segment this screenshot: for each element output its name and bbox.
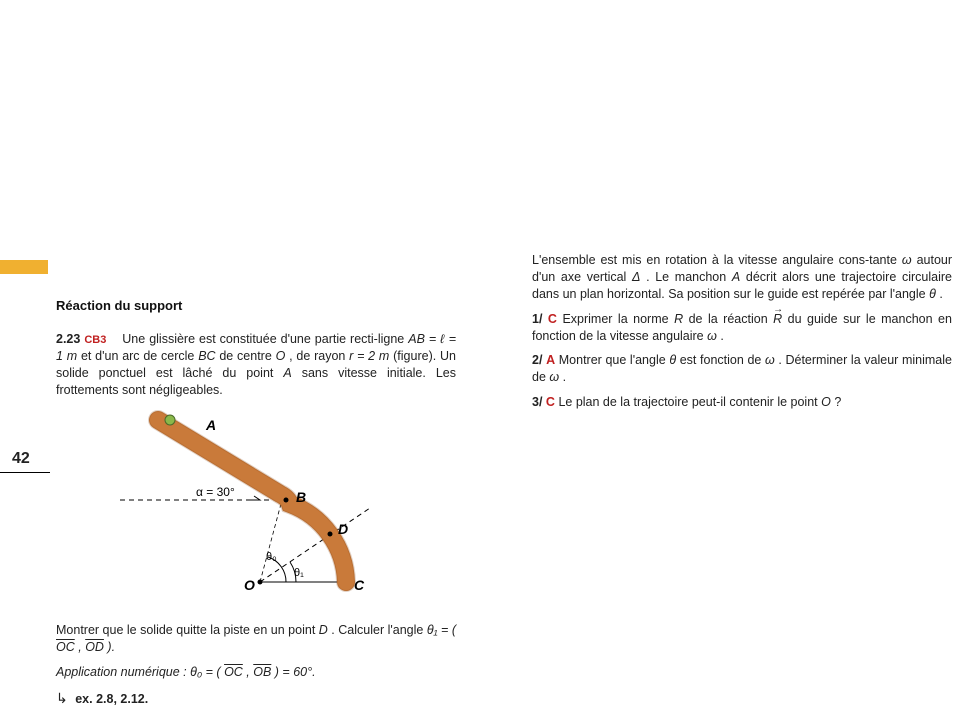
r-eq: r = 2 m — [349, 349, 389, 363]
p1-a: L'ensemble est mis en rotation à la vite… — [532, 253, 902, 267]
omega4: ω — [549, 370, 559, 384]
app-num-b: ) = 60°. — [275, 665, 316, 679]
point-b — [284, 498, 289, 503]
page-number: 42 — [12, 450, 30, 468]
exercise-number: 2.23 — [56, 332, 80, 346]
intro-text-c: de centre — [219, 349, 275, 363]
q2-d: . — [563, 370, 566, 384]
left-column: Réaction du support 2.23 CB3 Une glissiè… — [56, 298, 456, 407]
bc: BC — [198, 349, 215, 363]
label-a: A — [205, 417, 216, 433]
intro-text-d: , de rayon — [289, 349, 349, 363]
ball — [165, 415, 175, 425]
q1-num: 1/ — [532, 312, 542, 326]
theta-r2: θ — [669, 353, 676, 367]
q3-b: ? — [834, 395, 841, 409]
right-q2: 2/ A Montrer que l'angle θ est fonction … — [532, 352, 952, 386]
label-c: C — [354, 577, 365, 593]
ref-text: ex. 2.8, 2.12. — [75, 692, 148, 706]
a-pt: A — [283, 366, 291, 380]
theta0-label: θ₀ — [266, 551, 277, 563]
right-column: L'ensemble est mis en rotation à la vite… — [532, 252, 952, 419]
q3-code: C — [546, 395, 555, 409]
theta0: θ₀ = ( — [190, 665, 220, 679]
point-o — [258, 580, 263, 585]
q1-a: Exprimer la norme — [562, 312, 674, 326]
ob: OB — [253, 665, 271, 679]
r-vec: →R — [773, 312, 782, 326]
ref-arrow-icon: ↳ — [56, 689, 68, 708]
omega2: ω — [707, 329, 717, 343]
q3-num: 3/ — [532, 395, 542, 409]
point-d — [328, 532, 333, 537]
theta1-label: θ₁ — [294, 567, 304, 579]
q1-code: C — [548, 312, 557, 326]
p1-e: . — [939, 287, 942, 301]
q2-num: 2/ — [532, 353, 542, 367]
q1-d: . — [720, 329, 723, 343]
omega1: ω — [902, 253, 912, 267]
label-d: D — [338, 521, 348, 537]
q2-code: A — [546, 353, 555, 367]
delta: Δ — [632, 270, 640, 284]
exercise-code: CB3 — [84, 334, 106, 346]
q2-b: est fonction de — [680, 353, 765, 367]
figure-svg: A B C D O α = 30° θ₀ θ₁ — [110, 400, 410, 600]
r-sym: R — [674, 312, 683, 326]
reference-line: ↳ ex. 2.8, 2.12. — [56, 689, 456, 708]
app-num: Application numérique : θ₀ = ( OC , OB )… — [56, 664, 456, 681]
q-text-b: . Calculer l'angle — [331, 623, 427, 637]
oc: OC — [56, 640, 75, 654]
track-top — [158, 420, 346, 582]
exercise-intro: 2.23 CB3 Une glissière est constituée d'… — [56, 331, 456, 399]
page-tab — [0, 260, 48, 274]
o-pt: O — [821, 395, 831, 409]
right-q1: 1/ C Exprimer la norme R de la réaction … — [532, 311, 952, 345]
app-num-a: Application numérique : — [56, 665, 190, 679]
theta1: θ₁ = ( — [427, 623, 456, 637]
q3-a: Le plan de la trajectoire peut-il conten… — [558, 395, 821, 409]
page-number-rule — [0, 472, 50, 473]
alpha-marker — [248, 496, 260, 500]
intro-text-a: Une glissière est constituée d'une parti… — [122, 332, 408, 346]
alpha-label: α = 30° — [196, 485, 235, 499]
d-pt: D — [319, 623, 328, 637]
label-o: O — [244, 577, 255, 593]
bottom-block: Montrer que le solide quitte la piste en… — [56, 622, 456, 716]
figure: A B C D O α = 30° θ₀ θ₁ — [110, 400, 410, 600]
q2-a: Montrer que l'angle — [559, 353, 670, 367]
section-title: Réaction du support — [56, 298, 456, 313]
right-q3: 3/ C Le plan de la trajectoire peut-il c… — [532, 394, 952, 411]
o: O — [276, 349, 286, 363]
close1: ). — [107, 640, 115, 654]
a-pt-r: A — [732, 270, 740, 284]
intro-text-b: et d'un arc de cercle — [81, 349, 198, 363]
od: OD — [85, 640, 104, 654]
q1-b: de la réaction — [689, 312, 774, 326]
omega3: ω — [765, 353, 775, 367]
right-p1: L'ensemble est mis en rotation à la vite… — [532, 252, 952, 303]
theta-r: θ — [929, 287, 936, 301]
p1-c: . Le manchon — [646, 270, 732, 284]
q-text-a: Montrer que le solide quitte la piste en… — [56, 623, 319, 637]
question-text: Montrer que le solide quitte la piste en… — [56, 622, 456, 656]
oc2: OC — [224, 665, 243, 679]
label-b: B — [296, 489, 306, 505]
